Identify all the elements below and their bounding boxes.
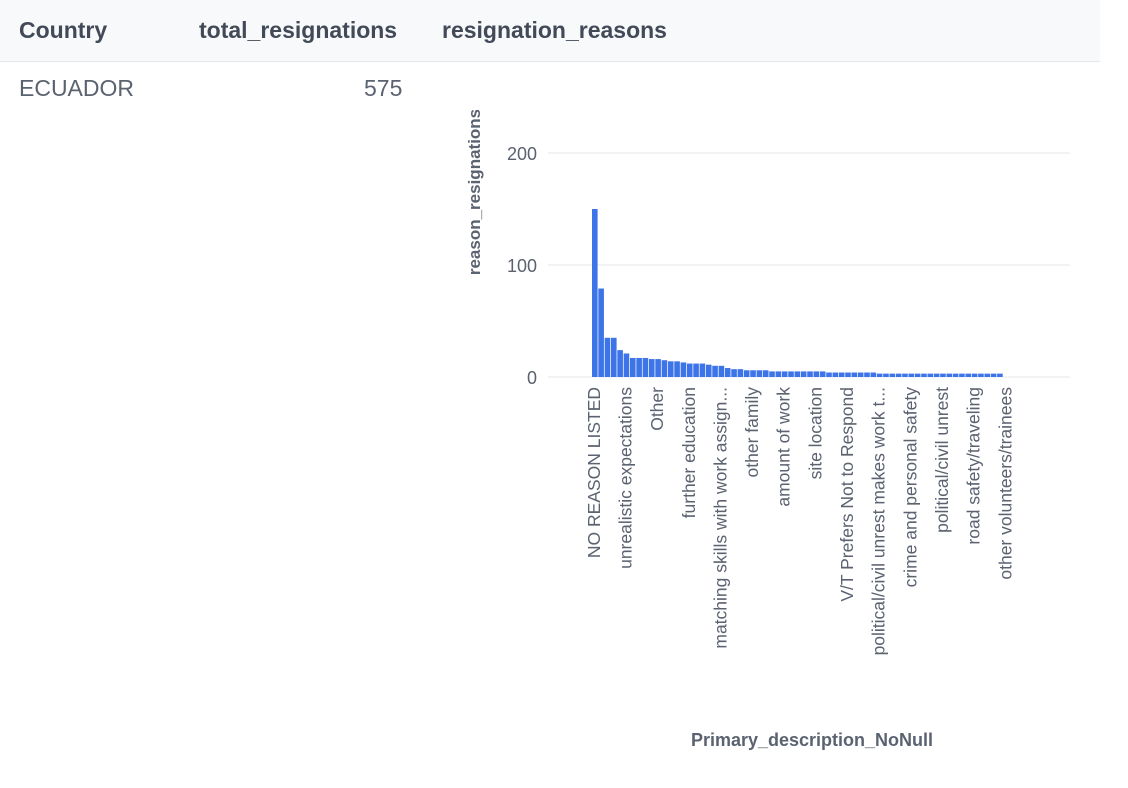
bar-19 (712, 365, 718, 377)
bar-9 (648, 359, 655, 377)
bar-45 (876, 373, 883, 377)
bar-16 (693, 363, 699, 377)
bar-43 (864, 372, 870, 377)
bar-57 (952, 373, 959, 377)
bar-28 (769, 371, 775, 377)
table-header: Country total_resignations resignation_r… (0, 0, 1100, 62)
y-tick-label-100: 100 (507, 256, 537, 276)
x-tick-label-15: further education (679, 387, 699, 518)
bar-12 (667, 361, 674, 377)
cell-total-resignations: 575 (364, 75, 403, 101)
y-axis-title: reason_resignations (465, 110, 484, 275)
bar-62 (984, 373, 991, 377)
cell-country: ECUADOR (19, 75, 135, 101)
bar-13 (674, 361, 680, 377)
x-tick-label-50: crime and personal safety (900, 387, 920, 588)
bar-11 (661, 360, 668, 377)
x-axis-title: Primary_description_NoNull (691, 730, 933, 750)
bar-7 (636, 357, 642, 377)
bar-36 (819, 371, 826, 377)
resignation-reasons-chart: 0 100 200 NO REASON LISTED unrealistic expec… (440, 109, 1080, 770)
bar-53 (927, 373, 934, 377)
bar-60 (971, 373, 978, 377)
x-tick-label-0: NO REASON LISTED (584, 387, 604, 558)
bar-1 (598, 288, 604, 377)
bar-30 (781, 371, 788, 377)
x-tick-label-5: unrealistic expectations (615, 387, 635, 569)
bar-27 (762, 370, 769, 377)
bar-35 (813, 371, 820, 377)
bar-5 (623, 353, 630, 377)
bar-2 (604, 337, 611, 377)
bar-64 (997, 373, 1003, 377)
bar-29 (775, 371, 782, 377)
bar-14 (680, 362, 687, 377)
bar-10 (655, 359, 661, 377)
x-tick-label-30: amount of work (774, 387, 794, 507)
bar-4 (617, 350, 623, 377)
bar-49 (902, 373, 908, 377)
bar-31 (788, 371, 794, 377)
bar-63 (990, 373, 997, 377)
bar-26 (756, 370, 763, 377)
bar-34 (807, 371, 813, 377)
bar-61 (978, 373, 984, 377)
bar-51 (914, 373, 921, 377)
x-tick-label-40: V/T Prefers Not to Respond (837, 387, 857, 602)
x-tick-label-55: political/civil unrest (932, 387, 952, 533)
bar-38 (832, 372, 839, 377)
bar-46 (883, 373, 889, 377)
bar-32 (794, 371, 801, 377)
x-tick-label-20: matching skills with work assign... (710, 387, 730, 649)
y-tick-label-200: 200 (507, 144, 537, 164)
bar-59 (965, 373, 972, 377)
x-tick-label-45: political/civil unrest makes work t... (869, 387, 889, 655)
bar-44 (870, 372, 877, 377)
bar-40 (845, 372, 851, 377)
y-tick-label-0: 0 (527, 368, 537, 388)
x-tick-label-65: other volunteers/trainees (995, 387, 1015, 580)
bar-23 (737, 369, 744, 377)
column-header-total-resignations[interactable]: total_resignations (199, 17, 398, 43)
bar-20 (718, 365, 725, 377)
bar-52 (921, 373, 927, 377)
x-tick-label-35: site location (805, 387, 825, 479)
bar-54 (933, 373, 940, 377)
bar-39 (838, 372, 845, 377)
bar-22 (731, 369, 737, 377)
bar-48 (895, 373, 902, 377)
bar-18 (705, 364, 712, 377)
bar-56 (946, 373, 953, 377)
bar-42 (857, 372, 864, 377)
column-header-country[interactable]: Country (19, 17, 108, 43)
bar-3 (610, 337, 617, 377)
bar-15 (686, 363, 693, 377)
bar-17 (699, 363, 706, 377)
x-tick-label-10: Other (647, 387, 667, 431)
bar-47 (889, 373, 896, 377)
bar-41 (851, 372, 858, 377)
bar-55 (940, 373, 946, 377)
bar-37 (826, 372, 832, 377)
bar-58 (959, 373, 965, 377)
bar-21 (724, 368, 731, 377)
bar-8 (642, 357, 649, 377)
bar-6 (629, 357, 636, 377)
bar-24 (743, 370, 750, 377)
bar-25 (750, 370, 756, 377)
bar-chart-svg: 0 100 200 NO REASON LISTED unrealistic expec… (465, 109, 1070, 750)
bar-0 (592, 209, 598, 377)
x-tick-label-25: other family (742, 387, 762, 478)
bar-33 (800, 371, 807, 377)
column-header-resignation-reasons[interactable]: resignation_reasons (442, 17, 667, 43)
x-tick-label-60: road safety/traveling (964, 387, 984, 545)
bar-50 (908, 373, 915, 377)
